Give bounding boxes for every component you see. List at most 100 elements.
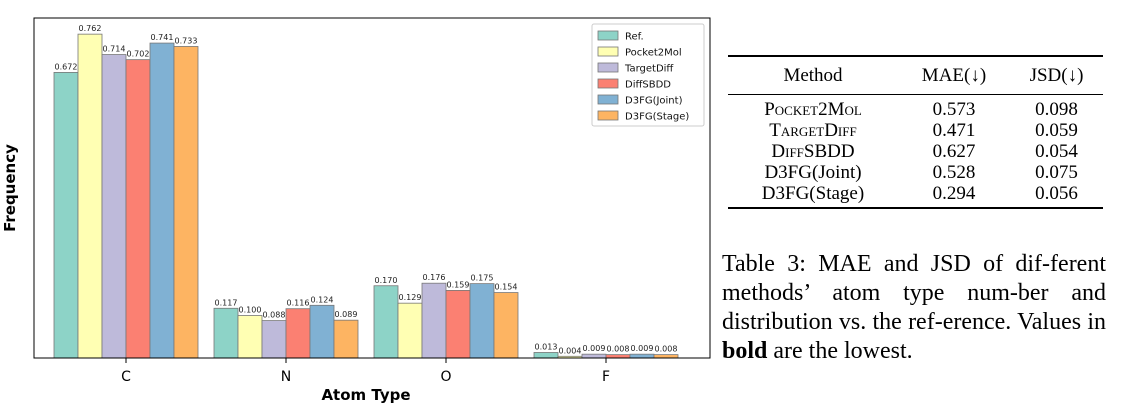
y-axis-title: Frequency: [1, 144, 19, 232]
bar-value-label: 0.116: [287, 299, 310, 308]
bar-C-pocket2mol: [77, 33, 103, 359]
method-cell: D3FG(Joint): [764, 162, 862, 183]
method-cell: TargetDiff: [769, 120, 857, 141]
bar-value-label: 0.004: [559, 346, 582, 355]
bar-value-label: 0.124: [311, 295, 334, 304]
mae-cell-best: 0.294: [932, 183, 976, 204]
legend-swatch: [597, 94, 619, 105]
table-row: TargetDiff 0.471 0.059: [728, 120, 1103, 141]
table-row: Pocket2Mol 0.573 0.098: [728, 95, 1103, 121]
legend-label: DiffSBDD: [625, 80, 671, 91]
bar-N-d3fg-stage-: [333, 319, 359, 359]
x-tick-label: O: [440, 369, 451, 385]
bar-value-label: 0.170: [375, 276, 398, 285]
bar-value-label: 0.762: [79, 24, 102, 33]
bar-N-ref-: [213, 307, 239, 359]
bar-value-label: 0.100: [239, 306, 262, 315]
legend-label: Ref.: [625, 32, 644, 43]
legend-swatch: [597, 46, 619, 57]
header-method: Method: [783, 65, 843, 86]
bar-F-d3fg-joint-: [629, 353, 655, 359]
mae-cell: 0.573: [932, 99, 976, 120]
caption-text-end: are the lowest.: [773, 338, 913, 364]
bar-C-diffsbdd: [125, 59, 151, 359]
bar-value-label: 0.088: [263, 311, 286, 320]
bar-value-label: 0.009: [583, 344, 606, 353]
bar-C-ref-: [53, 72, 79, 359]
results-table-container: Method MAE(↓) JSD(↓) Pocket2Mol 0.573 0.…: [728, 55, 1103, 209]
bar-value-label: 0.159: [447, 280, 470, 289]
bar-C-d3fg-joint-: [149, 42, 175, 359]
bar-C-d3fg-stage-: [173, 46, 199, 359]
results-table: Method MAE(↓) JSD(↓) Pocket2Mol 0.573 0.…: [728, 55, 1103, 209]
bar-value-label: 0.008: [655, 345, 678, 354]
mae-cell: 0.471: [932, 120, 976, 141]
bar-N-targetdiff: [261, 320, 287, 359]
x-tick-label: F: [602, 369, 610, 385]
plot-frame: [33, 17, 711, 359]
bar-value-label: 0.009: [631, 344, 654, 353]
legend-box: [591, 23, 705, 127]
legend-label: D3FG(Stage): [625, 112, 689, 123]
bar-O-ref-: [373, 285, 399, 359]
legend-swatch: [597, 30, 619, 41]
bar-F-ref-: [533, 352, 559, 359]
bar-C-targetdiff: [101, 54, 127, 359]
bar-O-d3fg-stage-: [493, 292, 519, 359]
table-row: DiffSBDD 0.627 0.054: [728, 141, 1103, 162]
legend-swatch: [597, 110, 619, 121]
caption-bold-word: bold: [722, 338, 768, 364]
bar-value-label: 0.129: [399, 293, 422, 302]
table-row: D3FG(Stage) 0.294 0.056: [728, 183, 1103, 208]
bar-value-label: 0.702: [127, 50, 150, 59]
bar-N-pocket2mol: [237, 315, 263, 359]
atom-type-bar-chart: 0.672 0.762 0.714 0.702 0.741 0.733 0.117 0.100…: [1, 17, 711, 404]
bar-value-label: 0.089: [335, 310, 358, 319]
bar-value-label: 0.154: [495, 283, 518, 292]
legend: Ref. Pocket2Mol TargetDiff DiffSBDD D3FG(Joi…: [591, 23, 705, 127]
bar-value-label: 0.176: [423, 273, 446, 282]
table-row: D3FG(Joint) 0.528 0.075: [728, 162, 1103, 183]
bar-N-d3fg-joint-: [309, 304, 335, 359]
bar-value-label: 0.741: [151, 33, 174, 42]
bar-value-label: 0.733: [175, 36, 198, 45]
jsd-cell: 0.059: [1035, 120, 1078, 141]
bar-O-d3fg-joint-: [469, 283, 495, 359]
method-cell: DiffSBDD: [771, 141, 855, 162]
legend-label: TargetDiff: [624, 64, 674, 75]
caption-text: MAE and JSD of dif-​ferent methods’ atom…: [722, 251, 1107, 335]
x-tick-label: C: [121, 369, 131, 385]
jsd-cell: 0.098: [1035, 99, 1078, 120]
bar-value-label: 0.672: [55, 62, 78, 71]
mae-cell: 0.528: [932, 162, 976, 183]
x-tick-label: N: [281, 369, 291, 385]
bar-F-d3fg-stage-: [653, 354, 679, 359]
mae-cell: 0.627: [932, 141, 976, 162]
table-caption: Table 3: MAE and JSD of dif-​ferent meth…: [722, 250, 1106, 366]
bar-value-label: 0.013: [535, 342, 558, 351]
bar-N-diffsbdd: [285, 308, 311, 359]
x-axis-title: Atom Type: [321, 386, 410, 404]
header-mae: MAE(↓): [921, 65, 987, 86]
method-cell: D3FG(Stage): [761, 183, 865, 204]
bar-value-label: 0.008: [607, 345, 630, 354]
legend-label: D3FG(Joint): [625, 96, 683, 107]
legend-label: Pocket2Mol: [625, 48, 682, 59]
header-jsd: JSD(↓): [1029, 65, 1084, 86]
jsd-cell-best: 0.054: [1035, 141, 1078, 162]
jsd-cell: 0.056: [1035, 183, 1078, 204]
bar-value-label: 0.175: [471, 274, 494, 283]
method-cell: Pocket2Mol: [764, 99, 862, 120]
legend-swatch: [597, 62, 619, 73]
bar-F-diffsbdd: [605, 354, 631, 359]
caption-label: Table 3:: [722, 251, 806, 277]
bar-O-targetdiff: [421, 282, 447, 359]
bar-O-diffsbdd: [445, 290, 471, 359]
table-header-row: Method MAE(↓) JSD(↓): [728, 56, 1103, 95]
jsd-cell: 0.075: [1035, 162, 1078, 183]
bar-value-label: 0.714: [103, 45, 126, 54]
bar-value-label: 0.117: [215, 298, 238, 307]
legend-swatch: [597, 78, 619, 89]
bar-F-targetdiff: [581, 353, 607, 359]
